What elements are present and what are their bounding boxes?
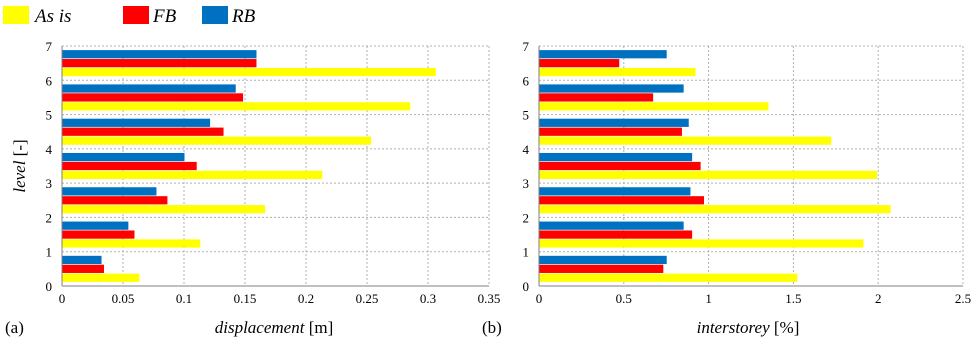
panel-b-xtick-label: 2.5: [955, 291, 971, 306]
panel-a-bar-rb-level-7: [62, 50, 257, 59]
panel-a-xtick-label: 0.25: [356, 291, 379, 306]
legend-swatch-rb: [202, 6, 228, 24]
legend: As is FB RB: [3, 6, 256, 27]
panel-a-ytick-label: 3: [46, 176, 53, 191]
panel-b-bar-rb-level-5: [539, 118, 689, 127]
panel-b-ytick-label: 1: [523, 245, 530, 260]
panel-b-xtick-label: 0: [536, 291, 543, 306]
panel-b-bar-rb-level-2: [539, 221, 684, 230]
panel-b-ytick-label: 0: [523, 279, 530, 294]
legend-swatch-as-is: [3, 6, 29, 24]
panel-b-bar-rb-level-7: [539, 50, 667, 59]
panel-a-ylabel: level [-]: [10, 139, 29, 192]
panel-a-ytick-label: 4: [46, 142, 53, 157]
panel-b-bar-fb-level-3: [539, 196, 705, 205]
panel-b-xtick-label: 1: [705, 291, 712, 306]
panel-b-bar-as-is-level-6: [539, 102, 769, 111]
panel-a-bar-as-is-level-4: [62, 170, 323, 180]
panel-a-bar-fb-level-5: [62, 127, 224, 136]
panel-a-ytick-label: 0: [46, 279, 53, 294]
panel-b-xtick-label: 2: [875, 291, 882, 306]
panel-a-bar-as-is-level-2: [62, 239, 201, 248]
panel-b-bar-rb-level-4: [539, 152, 693, 162]
panel-b-bar-as-is-level-2: [539, 239, 864, 248]
panel-b-bar-as-is-level-3: [539, 205, 891, 214]
panel-a-xtick-label: 0.05: [112, 291, 135, 306]
panel-b-ytick-label: 7: [523, 39, 530, 54]
panel-a-bar-fb-level-2: [62, 230, 135, 239]
panel-a-ytick-label: 7: [46, 39, 53, 54]
panel-b-ytick-label: 6: [523, 73, 530, 88]
panel-b-ytick-label: 4: [523, 142, 530, 157]
panel-b-xtick-label: 0.5: [616, 291, 632, 306]
panel-a-bar-rb-level-3: [62, 187, 157, 196]
panel-a-xtick-label: 0.3: [420, 291, 436, 306]
panel-b-bar-as-is-level-1: [539, 273, 798, 282]
panel-b-bar-rb-level-3: [539, 187, 691, 196]
legend-label-as-is: As is: [33, 6, 71, 27]
legend-label-fb: FB: [152, 6, 177, 27]
legend-swatch-fb: [123, 6, 149, 24]
panel-a-label: (a): [5, 318, 24, 337]
panel-a-bar-rb-level-2: [62, 221, 129, 230]
panel-b-ytick-label: 3: [523, 176, 530, 191]
panel-b-bar-as-is-level-4: [539, 170, 878, 180]
panel-b-bar-as-is-level-7: [539, 67, 696, 77]
panel-a-bar-fb-level-7: [62, 59, 257, 68]
panel-a-bar-as-is-level-6: [62, 102, 411, 111]
panel-a-bar-fb-level-1: [62, 264, 104, 273]
panel-a-xtick-label: 0: [59, 291, 66, 306]
panel-a-ytick-label: 1: [46, 245, 53, 260]
panel-b-bar-rb-level-1: [539, 255, 667, 265]
panel-b-bar-as-is-level-5: [539, 136, 832, 145]
panel-b-ytick-label: 2: [523, 210, 530, 225]
panel-a-xtick-label: 0.2: [298, 291, 314, 306]
panel-a-bar-as-is-level-5: [62, 136, 372, 145]
panel-a-bar-rb-level-4: [62, 152, 185, 162]
panel-a-xtick-label: 0.15: [234, 291, 257, 306]
panel-a-xtick-label: 0.1: [176, 291, 192, 306]
panel-b-chart: interstorey [%] (b) 0 0.5 1 1.5 2 2.5 0 1 2 3 4 5 6 7: [482, 39, 971, 337]
legend-label-rb: RB: [231, 6, 256, 27]
panel-b-bar-fb-level-1: [539, 264, 664, 273]
panel-a-ytick-label: 2: [46, 210, 53, 225]
panel-a-bar-as-is-level-3: [62, 205, 266, 214]
panel-b-bar-fb-level-7: [539, 59, 620, 68]
panel-a-chart: level [-] displacement [m] (a) 0 0.05 0.1 0…: [5, 39, 500, 337]
panel-a-ytick-label: 5: [46, 108, 53, 123]
panel-b-xlabel: interstorey [%]: [697, 318, 800, 337]
panel-b-bar-fb-level-2: [539, 230, 693, 239]
panel-a-bar-fb-level-4: [62, 161, 197, 171]
panel-a-bar-rb-level-1: [62, 255, 102, 265]
panel-b-bar-fb-level-4: [539, 161, 701, 171]
panel-a-bar-as-is-level-7: [62, 67, 436, 77]
panel-a-xlabel: displacement [m]: [215, 318, 334, 337]
panel-a-bar-fb-level-6: [62, 93, 244, 102]
panel-a-ytick-label: 6: [46, 73, 53, 88]
panel-a-bar-as-is-level-1: [62, 273, 140, 282]
panel-b-xtick-label: 1.5: [785, 291, 801, 306]
panel-a-xtick-label: 0.35: [478, 291, 501, 306]
panel-b-bar-rb-level-6: [539, 84, 684, 93]
panel-b-ytick-label: 5: [523, 108, 530, 123]
panel-a-bar-fb-level-3: [62, 196, 168, 205]
panel-a-bar-rb-level-5: [62, 118, 211, 127]
panel-b-label: (b): [482, 318, 502, 337]
panel-a-bar-rb-level-6: [62, 84, 236, 93]
panel-b-bar-fb-level-6: [539, 93, 654, 102]
panel-b-bar-fb-level-5: [539, 127, 682, 136]
